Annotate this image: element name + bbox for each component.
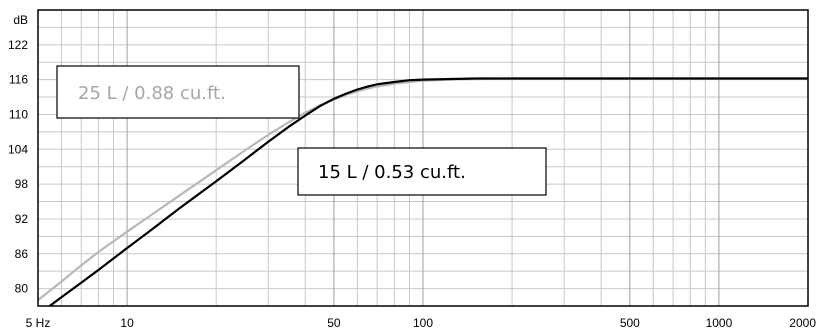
x-tick-label-0: 5 Hz [26, 316, 51, 330]
y-tick-label-98: 98 [15, 177, 29, 191]
annotation-15l: 15 L / 0.53 cu.ft. [297, 147, 547, 196]
x-tick-label-1: 10 [120, 316, 134, 330]
x-axis-ticks: 5 Hz 10 50 100 500 1000 2000 [26, 316, 817, 330]
y-tick-label-86: 86 [15, 247, 29, 261]
x-tick-label-4: 500 [620, 316, 640, 330]
y-axis-label: dB [13, 13, 28, 27]
y-tick-label-110: 110 [9, 107, 28, 121]
y-axis-ticks: 80 86 92 98 104 110 116 122 [8, 38, 28, 296]
annotation-25l: 25 L / 0.88 cu.ft. [56, 65, 300, 119]
plot-frame [37, 9, 809, 307]
y-tick-label-116: 116 [9, 73, 28, 87]
series-line-15l [47, 77, 808, 306]
y-tick-label-80: 80 [15, 282, 29, 296]
x-tick-label-3: 100 [413, 316, 433, 330]
annotation-15l-box [297, 147, 547, 196]
annotation-15l-text: 15 L / 0.53 cu.ft. [318, 162, 466, 183]
y-tick-label-122: 122 [8, 38, 28, 52]
x-tick-label-5: 1000 [706, 316, 733, 330]
y-tick-label-104: 104 [8, 142, 28, 156]
x-tick-label-6: 2000 [789, 316, 816, 330]
series-layer [38, 77, 808, 306]
y-tick-label-92: 92 [15, 212, 29, 226]
annotation-25l-text: 25 L / 0.88 cu.ft. [78, 83, 226, 104]
x-tick-label-2: 50 [327, 316, 341, 330]
annotation-25l-box [56, 65, 300, 119]
